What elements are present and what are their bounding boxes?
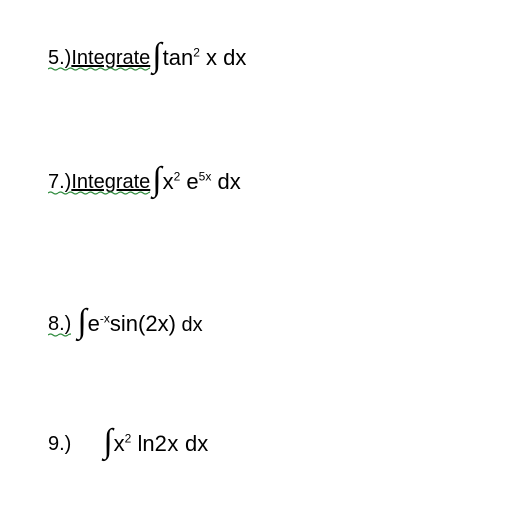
problem-8-number: 8.) [48,314,71,334]
math-text: x2 e5x dx [163,171,241,193]
problem-9: 9.) ∫ x2 ln2x dx [48,430,208,457]
problem-7-math: ∫ x2 e5x dx [150,168,240,195]
problem-5-number: 5.) [48,48,71,68]
integral-icon: ∫ [150,166,162,193]
problem-8-label: 8.) [48,314,71,334]
problem-8-math: ∫ e-xsin(2x) dx [71,310,202,337]
math-text: x2 ln2x dx [114,433,209,455]
integral-icon: ∫ [101,428,113,455]
problem-5-word: Integrate [71,48,150,68]
math-text: e-xsin(2x) dx [88,313,203,335]
problem-5-math: ∫ tan2 x dx [150,44,246,71]
problem-5-label: 5.) Integrate [48,48,150,68]
problem-9-label: 9.) [48,434,101,454]
problem-5: 5.) Integrate ∫ tan2 x dx [48,44,246,71]
problem-7-label: 7.) Integrate [48,172,150,192]
integral-icon: ∫ [150,42,162,69]
problem-7: 7.) Integrate ∫ x2 e5x dx [48,168,241,195]
problem-7-word: Integrate [71,172,150,192]
math-text: tan2 x dx [163,47,247,69]
integral-icon: ∫ [75,308,87,335]
problem-7-number: 7.) [48,172,71,192]
problem-8: 8.) ∫ e-xsin(2x) dx [48,310,203,337]
problem-9-math: ∫ x2 ln2x dx [101,430,208,457]
page: 5.) Integrate ∫ tan2 x dx 7.) Integrate … [0,0,528,530]
problem-9-number: 9.) [48,433,71,455]
